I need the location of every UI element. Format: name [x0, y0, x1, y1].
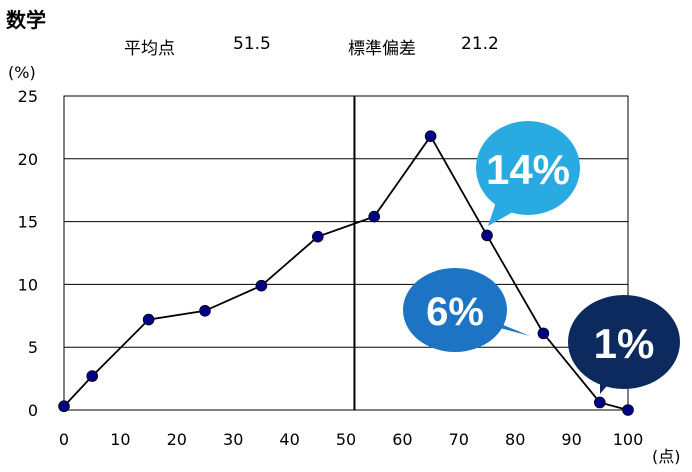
data-point [424, 130, 437, 142]
callout-bubble [568, 295, 680, 389]
y-tick-label: 0 [28, 401, 38, 420]
series-line [63, 134, 629, 411]
sd-label: 標準偏差 [348, 39, 416, 59]
x-tick-label: 10 [110, 430, 130, 449]
data-point [255, 279, 268, 292]
x-tick-label: 0 [59, 430, 69, 449]
x-tick-label: 100 [613, 430, 644, 449]
data-point [593, 396, 606, 409]
sd-value: 21.2 [461, 34, 499, 54]
y-tick-label: 20 [18, 150, 38, 169]
x-tick-label: 40 [279, 430, 299, 449]
x-tick-label: 50 [336, 430, 356, 449]
y-tick-label: 5 [28, 338, 38, 357]
y-tick-label: 15 [18, 213, 38, 232]
x-tick-label: 70 [449, 430, 469, 449]
callout-bubble [403, 268, 507, 352]
callout-bubble [476, 121, 580, 215]
data-point [86, 370, 98, 382]
y-tick-label: 25 [18, 87, 38, 106]
data-point [622, 404, 634, 416]
data-point [142, 313, 155, 326]
x-tick-label: 80 [505, 430, 525, 449]
x-axis-label: (点) [652, 447, 681, 466]
x-tick-label: 90 [561, 430, 581, 449]
data-point [199, 304, 211, 317]
y-axis-label: (%) [8, 63, 36, 82]
x-tick-label: 30 [223, 430, 243, 449]
data-point [537, 327, 550, 340]
data-point [481, 229, 493, 242]
mean-value: 51.5 [233, 34, 271, 54]
callout-label: 14% [486, 146, 570, 193]
x-tick-label: 60 [392, 430, 412, 449]
callout-label: 1% [594, 320, 655, 367]
subject-title: 数学 [6, 8, 46, 32]
mean-label: 平均点 [124, 39, 175, 59]
x-tick-label: 20 [167, 430, 187, 449]
callout-label: 6% [426, 290, 484, 334]
data-point [368, 210, 381, 223]
data-point [311, 230, 324, 243]
y-tick-label: 10 [18, 275, 38, 294]
plot-frame [63, 95, 629, 411]
data-point [58, 400, 70, 413]
